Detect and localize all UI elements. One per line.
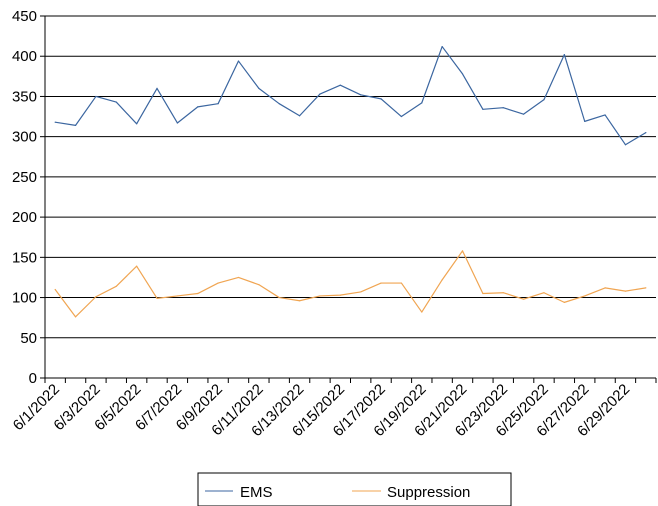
data-point-suppression <box>584 295 586 297</box>
data-point-ems <box>217 103 219 105</box>
data-point-suppression <box>95 296 97 298</box>
data-point-suppression <box>604 287 606 289</box>
data-point-ems <box>624 144 627 146</box>
data-point-ems <box>258 87 260 89</box>
axes <box>40 15 657 383</box>
data-point-suppression <box>502 292 504 294</box>
data-point-ems <box>604 114 606 116</box>
y-tick-label: 50 <box>20 330 37 347</box>
series-lines <box>54 45 647 318</box>
data-point-suppression <box>421 311 423 313</box>
data-point-ems <box>543 99 545 101</box>
data-point-ems <box>563 54 565 56</box>
data-point-ems <box>441 45 443 48</box>
data-point-ems <box>237 60 240 62</box>
data-point-ems <box>54 121 56 123</box>
gridlines <box>45 15 656 339</box>
data-point-ems <box>74 124 77 127</box>
data-point-suppression <box>523 298 525 300</box>
data-point-suppression <box>54 288 56 291</box>
data-point-ems <box>523 113 525 115</box>
data-point-suppression <box>360 291 362 293</box>
y-tick-label: 200 <box>12 209 37 226</box>
series-line-suppression <box>54 250 646 318</box>
data-point-suppression <box>339 294 341 296</box>
data-point-ems <box>400 115 403 118</box>
y-tick-label: 250 <box>12 169 37 186</box>
data-point-ems <box>360 94 362 96</box>
data-point-suppression <box>278 296 280 299</box>
legend-label-ems: EMS <box>240 484 273 501</box>
data-point-ems <box>339 84 341 86</box>
data-point-suppression <box>461 250 464 252</box>
data-point-suppression <box>136 265 138 267</box>
legend: EMS Suppression <box>197 472 512 506</box>
data-point-ems <box>461 73 464 75</box>
data-point-suppression <box>197 292 199 295</box>
data-point-suppression <box>298 300 301 302</box>
data-point-ems <box>502 107 504 109</box>
y-tick-label: 0 <box>29 370 37 387</box>
data-point-suppression <box>645 287 647 289</box>
y-tick-label: 150 <box>12 249 37 266</box>
data-point-ems <box>482 108 484 110</box>
y-tick-label: 400 <box>12 48 37 65</box>
data-point-ems <box>298 115 301 117</box>
data-point-suppression <box>176 295 178 297</box>
data-point-ems <box>136 123 138 125</box>
legend-box <box>197 472 512 506</box>
data-point-suppression <box>563 301 565 303</box>
data-point-ems <box>421 102 423 104</box>
data-point-ems <box>380 98 382 100</box>
data-point-suppression <box>115 285 117 287</box>
data-point-ems <box>645 132 647 134</box>
legend-label-suppression: Suppression <box>387 484 470 501</box>
data-point-suppression <box>74 316 77 318</box>
x-tick-labels: 6/1/20226/3/20226/5/20226/7/20226/9/2022… <box>10 381 634 440</box>
data-point-suppression <box>400 282 403 284</box>
data-point-ems <box>197 106 199 108</box>
y-tick-label: 450 <box>12 8 37 25</box>
data-point-ems <box>319 93 321 95</box>
data-point-suppression <box>441 279 443 281</box>
data-point-ems <box>156 87 158 89</box>
data-point-suppression <box>380 282 382 284</box>
series-line-ems <box>55 45 647 146</box>
data-point-ems <box>176 122 178 124</box>
data-point-suppression <box>319 295 321 297</box>
data-point-suppression <box>156 297 158 299</box>
data-point-ems <box>115 101 117 103</box>
y-tick-label: 100 <box>12 290 37 307</box>
y-tick-label: 300 <box>12 129 37 146</box>
data-point-ems <box>95 95 97 98</box>
data-point-ems <box>584 120 586 122</box>
data-point-suppression <box>482 292 484 295</box>
data-point-suppression <box>237 276 240 279</box>
data-point-suppression <box>217 282 219 284</box>
data-point-suppression <box>624 290 627 292</box>
data-point-suppression <box>543 292 545 294</box>
y-tick-labels: 0 50 100 150 200 250 300 350 400 450 <box>12 8 37 387</box>
data-point-suppression <box>258 284 260 286</box>
y-tick-label: 350 <box>12 88 37 105</box>
data-point-ems <box>278 103 280 105</box>
